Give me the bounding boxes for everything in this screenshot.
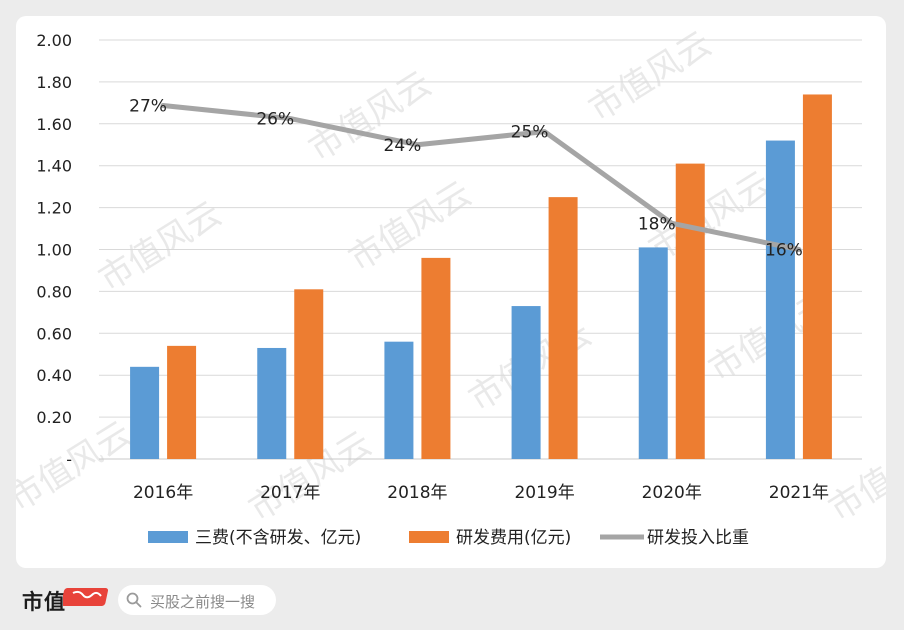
bar-three-fees: [638, 247, 668, 459]
line-data-label: 25%: [511, 123, 549, 143]
bar-three-fees: [765, 140, 795, 459]
legend-label: 三费(不含研发、亿元): [195, 528, 361, 548]
y-tick-label: 1.40: [36, 157, 72, 176]
bar-three-fees: [257, 347, 287, 459]
y-tick-label: 0.60: [36, 324, 72, 343]
watermark-text: 市值风云: [342, 174, 479, 280]
y-tick-label: 1.60: [36, 115, 72, 134]
watermark-text: 市值风云: [16, 414, 138, 520]
bar-three-fees: [384, 341, 414, 459]
search-box[interactable]: 买股之前搜一搜: [118, 585, 276, 615]
x-tick-label: 2021年: [769, 483, 829, 503]
brand-logo-text: 市值: [22, 589, 66, 614]
brand-logo-mark: [63, 588, 109, 606]
legend-swatch: [409, 531, 449, 543]
watermark-text: 市值风云: [92, 194, 229, 300]
y-tick-label: 1.20: [36, 199, 72, 218]
footer: 市值 买股之前搜一搜: [0, 572, 904, 630]
x-tick-label: 2019年: [514, 483, 574, 503]
x-tick-label: 2017年: [260, 483, 320, 503]
y-tick-label: 0.20: [36, 408, 72, 427]
line-rd-ratio: [160, 102, 802, 252]
bar-rd-expense: [802, 94, 832, 459]
x-tick-label: 2020年: [642, 483, 702, 503]
search-icon: [126, 592, 142, 608]
line-data-label: 16%: [765, 241, 803, 261]
y-tick-label: 0.80: [36, 282, 72, 301]
bar-rd-expense: [675, 163, 705, 460]
line-data-label: 18%: [638, 214, 676, 234]
x-tick-label: 2018年: [387, 483, 447, 503]
bar-rd-expense: [294, 289, 324, 459]
y-tick-label: 0.40: [36, 366, 72, 385]
x-tick-label: 2016年: [133, 483, 193, 503]
legend-label: 研发投入比重: [647, 528, 749, 548]
chart-card: 市值风云市值风云市值风云市值风云市值风云市值风云市值风云市值风云市值风云市值风云…: [16, 16, 886, 568]
bar-rd-expense: [548, 197, 578, 459]
line-data-label: 24%: [384, 136, 422, 156]
legend-swatch: [148, 531, 188, 543]
y-tick-label: 1.80: [36, 73, 72, 92]
line-data-label: 27%: [129, 96, 167, 116]
line-data-label: 26%: [256, 110, 294, 130]
y-tick-label: 1.00: [36, 241, 72, 260]
y-tick-label: 2.00: [36, 31, 72, 50]
bar-rd-expense: [421, 257, 451, 459]
bar-three-fees: [511, 306, 541, 459]
bar-three-fees: [130, 366, 160, 459]
y-tick-label: -: [66, 450, 72, 469]
search-placeholder: 买股之前搜一搜: [150, 593, 256, 611]
legend-label: 研发费用(亿元): [456, 528, 571, 548]
chart-svg: 市值风云市值风云市值风云市值风云市值风云市值风云市值风云市值风云市值风云市值风云…: [16, 24, 886, 548]
bar-rd-expense: [167, 345, 197, 459]
